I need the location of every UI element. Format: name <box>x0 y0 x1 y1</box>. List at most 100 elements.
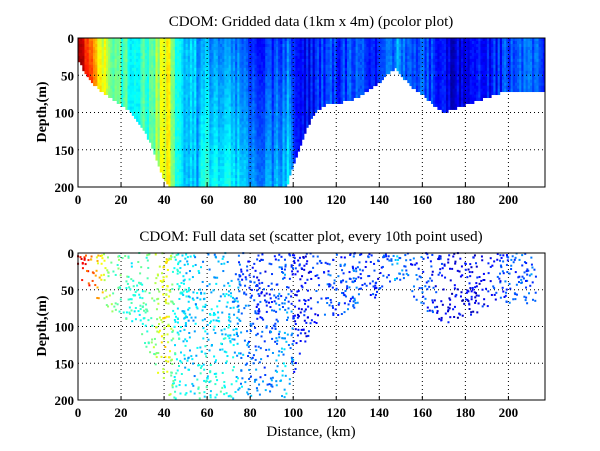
pcolor-cell <box>183 136 187 140</box>
pcolor-cell <box>321 67 324 72</box>
pcolor-cell <box>176 52 180 57</box>
pcolor-cell <box>149 70 152 75</box>
pcolor-cell <box>213 82 217 87</box>
pcolor-cell <box>138 52 141 57</box>
pcolor-cell <box>213 85 217 90</box>
pcolor-cell <box>168 76 171 81</box>
pcolor-cell <box>144 61 148 66</box>
pcolor-cell <box>196 61 199 66</box>
pcolor-cell <box>239 88 242 93</box>
pcolor-cell <box>275 181 279 185</box>
pcolor-cell <box>209 67 212 72</box>
pcolor-cell <box>90 73 94 78</box>
pcolor-cell <box>269 178 273 182</box>
pcolor-cell <box>280 139 283 143</box>
pcolor-cell <box>263 46 266 51</box>
pcolor-cell <box>278 178 281 182</box>
pcolor-cell <box>84 55 88 60</box>
pcolor-cell <box>157 121 161 125</box>
pcolor-cell <box>295 94 298 98</box>
pcolor-cell <box>215 172 219 176</box>
pcolor-cell <box>282 79 285 84</box>
pcolor-cell <box>174 61 178 66</box>
pcolor-cell <box>327 38 331 42</box>
pcolor-cell <box>243 112 247 116</box>
pcolor-cell <box>202 38 206 42</box>
pcolor-cell <box>316 88 320 93</box>
pcolor-cell <box>232 133 236 137</box>
pcolor-cell <box>170 52 174 57</box>
pcolor-cell <box>189 79 193 84</box>
pcolor-cell <box>209 100 212 104</box>
pcolor-cell <box>151 43 154 48</box>
pcolor-cell <box>278 97 281 101</box>
pcolor-cell <box>138 100 141 104</box>
pcolor-cell <box>187 58 191 63</box>
pcolor-cell <box>245 46 249 51</box>
pcolor-cell <box>275 49 279 54</box>
pcolor-cell <box>217 139 221 143</box>
pcolor-cell <box>224 85 227 90</box>
pcolor-cell <box>232 169 236 173</box>
pcolor-cell <box>129 49 133 54</box>
pcolor-cell <box>222 64 225 69</box>
pcolor-cell <box>125 94 128 98</box>
pcolor-cell <box>353 94 357 98</box>
pcolor-cell <box>269 181 273 185</box>
pcolor-cell <box>170 43 174 48</box>
pcolor-cell <box>282 160 285 164</box>
pcolor-cell <box>189 88 193 93</box>
pcolor-cell <box>258 130 262 134</box>
pcolor-cell <box>239 79 242 84</box>
pcolor-cell <box>265 52 268 57</box>
pcolor-cell <box>310 64 313 69</box>
pcolor-cell <box>263 70 266 75</box>
pcolor-cell <box>385 49 389 54</box>
pcolor-cell <box>301 103 305 107</box>
pcolor-cell <box>215 85 219 90</box>
pcolor-cell <box>181 55 184 60</box>
pcolor-cell <box>187 109 191 113</box>
pcolor-cell <box>157 67 161 72</box>
pcolor-cell <box>172 130 176 134</box>
pcolor-cell <box>349 43 352 48</box>
pcolor-cell <box>295 112 298 116</box>
pcolor-cell <box>222 43 225 48</box>
pcolor-cell <box>118 94 122 98</box>
pcolor-cell <box>164 157 167 161</box>
pcolor-cell <box>243 76 247 81</box>
pcolor-cell <box>349 52 352 57</box>
pcolor-cell <box>84 46 88 51</box>
pcolor-cell <box>237 145 240 149</box>
pcolor-cell <box>153 76 156 81</box>
pcolor-cell <box>336 58 339 63</box>
pcolor-cell <box>129 46 133 51</box>
pcolor-cell <box>194 139 197 143</box>
pcolor-cell <box>194 130 197 134</box>
pcolor-cell <box>323 76 326 81</box>
pcolor-cell <box>232 121 236 125</box>
pcolor-cell <box>269 124 273 128</box>
pcolor-cell <box>80 40 83 45</box>
pcolor-cell <box>241 112 245 116</box>
pcolor-cell <box>271 139 275 143</box>
pcolor-cell <box>222 73 225 78</box>
pcolor-cell <box>80 52 83 57</box>
pcolor-cell <box>95 52 98 57</box>
pcolor-cell <box>174 64 178 69</box>
pcolor-cell <box>176 112 180 116</box>
pcolor-cell <box>157 106 161 110</box>
pcolor-cell <box>265 46 268 51</box>
pcolor-cell <box>153 151 156 155</box>
pcolor-cell <box>243 58 247 63</box>
pcolor-cell <box>149 127 152 131</box>
pcolor-cell <box>306 58 309 63</box>
pcolor-cell <box>153 67 156 72</box>
pcolor-cell <box>377 58 380 63</box>
pcolor-cell <box>226 103 230 107</box>
pcolor-cell <box>200 91 204 96</box>
pcolor-cell <box>183 106 187 110</box>
pcolor-cell <box>176 160 180 164</box>
pcolor-cell <box>370 70 374 75</box>
pcolor-cell <box>258 38 262 42</box>
